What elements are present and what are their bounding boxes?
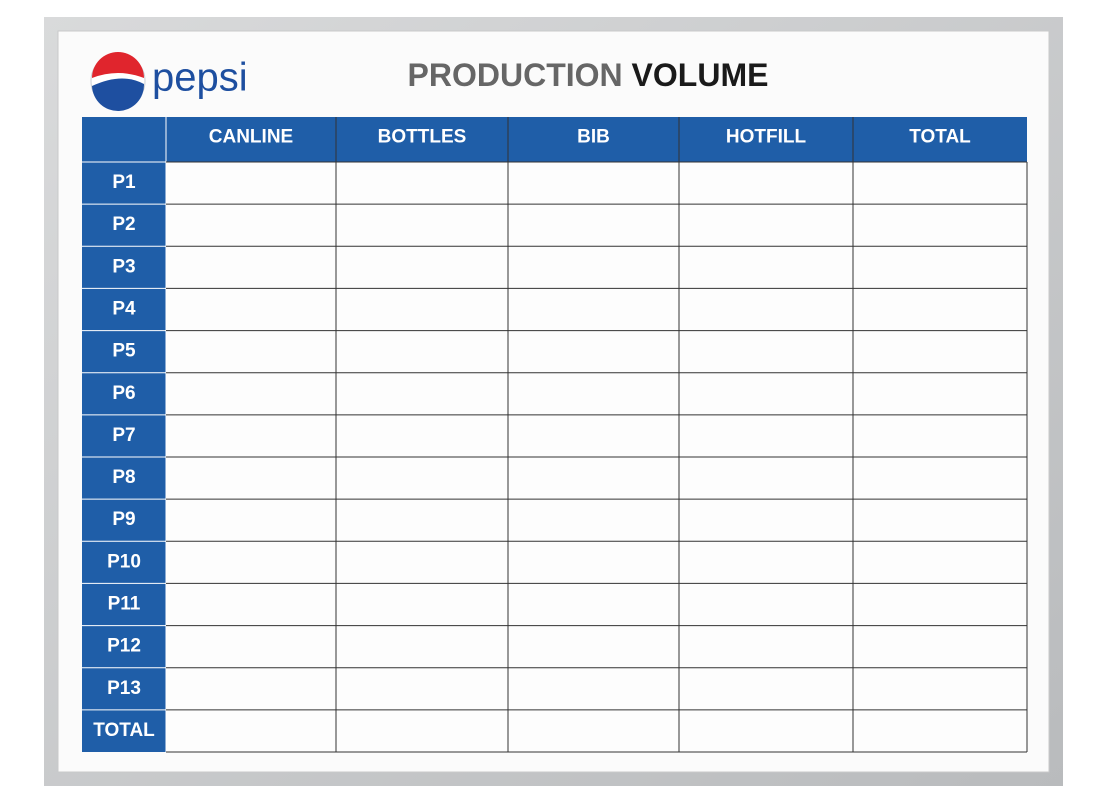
row-label: P7	[112, 425, 135, 446]
pepsi-logo: pepsi	[90, 52, 248, 112]
column-header: TOTAL	[909, 127, 971, 148]
table: CANLINE BOTTLES BIB HOTFILL TOTAL P1 P2 P3 P4 P5 P…	[82, 117, 1028, 753]
column-header: HOTFILL	[726, 127, 807, 148]
column-header: BOTTLES	[378, 127, 467, 148]
row-label: P10	[107, 551, 141, 572]
title-bold: VOLUME	[632, 57, 769, 93]
row-label: P4	[112, 299, 136, 320]
header-band	[82, 117, 1027, 162]
row-label: P13	[107, 678, 141, 699]
column-header: CANLINE	[209, 127, 293, 148]
logo-text: pepsi	[152, 56, 248, 100]
row-label: P12	[107, 636, 141, 657]
row-label: P1	[112, 172, 136, 193]
row-label: TOTAL	[93, 720, 155, 741]
column-header: BIB	[577, 127, 610, 148]
row-label: P11	[108, 594, 141, 615]
title: PRODUCTION VOLUME	[408, 57, 769, 93]
row-label: P6	[112, 383, 135, 404]
row-label: P5	[112, 341, 136, 362]
row-label: P3	[112, 256, 135, 277]
row-label: P8	[112, 467, 135, 488]
row-label: P2	[112, 214, 135, 235]
title-light: PRODUCTION	[408, 57, 623, 93]
row-label: P9	[112, 509, 135, 530]
